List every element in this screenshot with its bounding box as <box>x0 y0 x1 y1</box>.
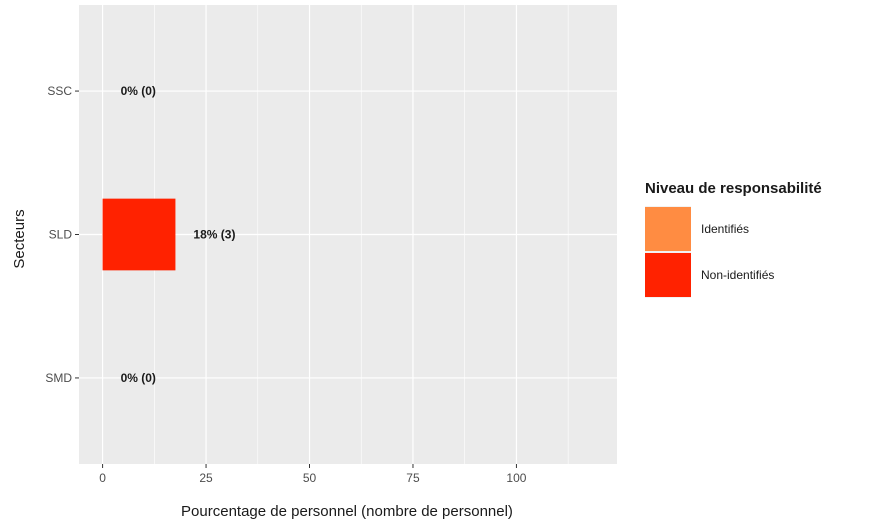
legend-label: Identifiés <box>701 222 749 236</box>
bar-label-sld: 18% (3) <box>193 228 235 242</box>
bars <box>102 198 176 271</box>
y-tick-label: SMD <box>45 371 72 385</box>
bar-labels: 0% (0) 18% (3) 0% (0) <box>121 84 236 385</box>
x-axis: 0 25 50 75 100 <box>99 464 527 485</box>
bar-label-smd: 0% (0) <box>121 371 156 385</box>
grid-lines <box>79 5 617 464</box>
legend-label: Non-identifiés <box>701 268 774 282</box>
y-tick-label: SSC <box>47 84 72 98</box>
x-tick-label: 0 <box>99 471 106 485</box>
y-axis: SSC SLD SMD <box>45 84 79 385</box>
bar-sld <box>102 198 176 271</box>
y-axis-title: Secteurs <box>11 209 28 268</box>
x-tick-label: 25 <box>199 471 213 485</box>
legend-swatch <box>645 253 691 297</box>
x-tick-label: 75 <box>406 471 420 485</box>
legend-swatch <box>645 207 691 251</box>
bar-label-ssc: 0% (0) <box>121 84 156 98</box>
x-tick-label: 50 <box>303 471 317 485</box>
legend-title: Niveau de responsabilité <box>645 180 822 197</box>
x-axis-title: Pourcentage de personnel (nombre de pers… <box>181 503 513 520</box>
y-tick-label: SLD <box>49 228 73 242</box>
x-tick-label: 100 <box>506 471 526 485</box>
legend: Niveau de responsabilité Identifiés Non-i… <box>645 180 822 298</box>
